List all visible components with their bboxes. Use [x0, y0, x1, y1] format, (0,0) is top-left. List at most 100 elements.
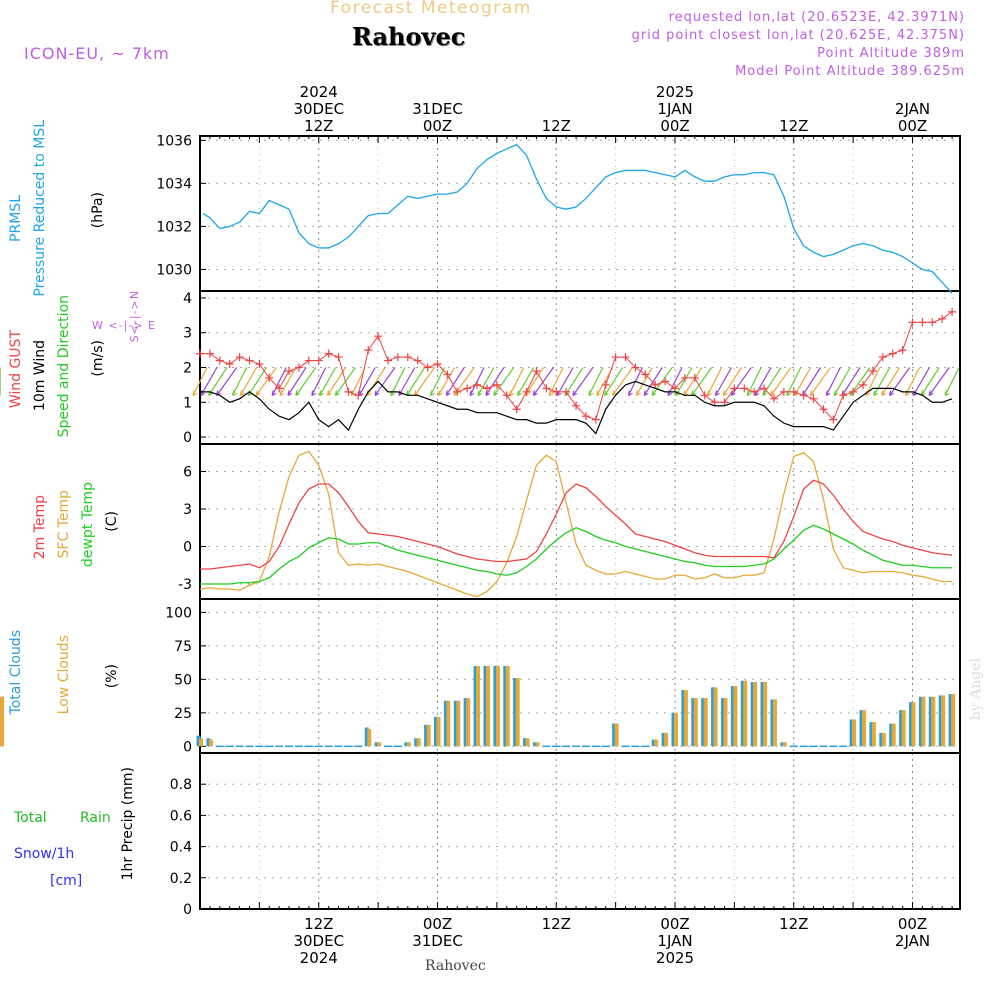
wind-arrow-shaft [247, 367, 267, 396]
time-label-bottom: 12Z [779, 915, 808, 933]
cloud-low-bar [753, 682, 758, 747]
wind-gust-marker [710, 398, 719, 407]
cloud-low-bar [674, 712, 678, 747]
wind-gust-marker [403, 353, 412, 362]
panel-frame-clouds [199, 598, 961, 754]
wind-direction-arrow [509, 367, 525, 397]
cloud-total-bar [948, 694, 953, 747]
wind-arrow-head [881, 390, 886, 397]
wind-arrow-shaft [912, 367, 930, 396]
cloud-low-bar [931, 696, 936, 747]
wind-arrow-shaft [683, 367, 703, 396]
wind-gust-marker [423, 363, 432, 372]
cloud-low-bar [713, 687, 718, 747]
cloud-total-bar [859, 710, 864, 747]
wind-direction-arrow [437, 367, 455, 397]
cloud-total-bar [849, 719, 854, 747]
wind-arrow-head [651, 390, 657, 397]
wind-arrow-shaft [200, 367, 218, 396]
wind-direction-arrow [928, 367, 950, 397]
wind-arrow-shaft [255, 367, 277, 396]
wind-gust-marker [819, 405, 828, 414]
wind-arrow-shaft [643, 367, 663, 396]
temp-sfc-line [199, 450, 953, 598]
cloud-low-bar [426, 724, 431, 747]
cloud-low-bar [951, 694, 956, 747]
wind-direction-arrow [833, 367, 851, 397]
wind-arrow-head [295, 390, 301, 397]
cloud-low-bar [446, 700, 451, 747]
wind-direction-arrow [279, 367, 297, 397]
wind-arrow-head [532, 390, 538, 397]
wind-direction-arrow [295, 367, 317, 397]
wind-direction-arrow [429, 367, 446, 397]
wind-arrow-head [714, 390, 720, 397]
wind-gust-marker [581, 412, 590, 421]
wind-arrow-shaft [429, 367, 446, 396]
cloud-low-bar [406, 742, 411, 747]
wind-arrow-shaft [556, 367, 574, 396]
wind-gust-marker [552, 387, 561, 396]
wind-arrow-shaft [319, 367, 337, 396]
precip-cm-label: [cm] [50, 873, 83, 889]
wind-arrow-head [809, 390, 815, 397]
cloud-low-bar [703, 698, 708, 747]
wind-arrow-head [429, 390, 435, 397]
time-label-top: 00Z [423, 117, 452, 135]
time-label-top: 12Z [779, 117, 808, 135]
wind-arrow-shaft [881, 367, 901, 396]
wind-gust-marker [393, 353, 402, 362]
wind-direction-arrow [477, 367, 495, 397]
ytick-label-wind: 4 [183, 291, 192, 307]
wind-arrow-head [833, 390, 839, 397]
wind-gust-marker [918, 318, 927, 327]
wind-arrow-head [627, 390, 633, 397]
wind-gust-marker [542, 384, 551, 393]
wind-arrow-shaft [920, 367, 940, 396]
wind-arrow-head [572, 390, 578, 397]
cloud-low-bar [485, 665, 490, 747]
wind-gust-marker [443, 370, 452, 379]
wind-gust-marker [364, 346, 373, 355]
wind-arrow-head [493, 390, 499, 397]
wind-direction-arrow [231, 367, 248, 397]
wind-arrow-head [374, 390, 380, 397]
wind-direction-arrow [635, 367, 653, 397]
cloud-total-bar [453, 700, 458, 747]
wind-gust-marker [205, 349, 214, 358]
wind-arrow-head [192, 390, 198, 397]
time-label-bottom: 00Z [898, 915, 927, 933]
wind-arrow-shaft [612, 367, 634, 396]
precip-rain-label: Rain [80, 810, 111, 826]
wind-arrow-shaft [722, 367, 742, 396]
time-label-bottom: 1JAN [657, 932, 692, 950]
ytick-label-clouds: 0 [183, 739, 192, 755]
wind-gust-marker [750, 387, 759, 396]
time-label-top: 31DEC [412, 100, 463, 118]
cloud-total-bar [770, 699, 775, 747]
cloud-low-bar [763, 682, 768, 747]
meteogram-title: Forecast Meteogram [330, 0, 532, 18]
ytick-label-temperature: 6 [183, 465, 192, 481]
wind-gust-marker [344, 387, 353, 396]
wind-arrow-shaft [604, 367, 624, 396]
wind-arrow-shaft [398, 367, 416, 396]
time-label-bottom: 2025 [656, 949, 694, 967]
wind-arrow-head [643, 390, 649, 397]
wind-gust-marker [948, 307, 957, 316]
wind-arrow-shaft [216, 367, 238, 396]
cloud-low-bar [377, 742, 382, 747]
wind-gust-marker [829, 415, 838, 424]
wind-arrow-head [255, 390, 261, 397]
wind-arrow-shaft [295, 367, 317, 396]
panel-frame-temperature [199, 443, 961, 600]
wind-arrow-shaft [208, 367, 228, 396]
wind-gust-marker [354, 391, 363, 400]
wind-direction-arrow [271, 367, 287, 397]
wind-direction-arrow [714, 367, 733, 397]
wind-arrow-shaft [944, 367, 960, 396]
cloud-total-bar [483, 665, 488, 747]
wind-direction-arrow [825, 367, 841, 397]
cloud-total-bar [750, 682, 755, 747]
wind-gust-marker [473, 380, 482, 389]
